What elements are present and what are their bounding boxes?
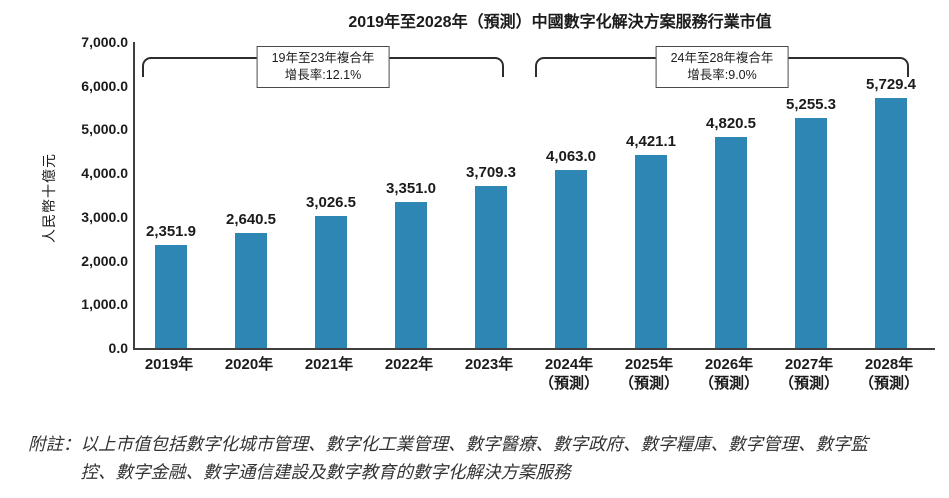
bar-group: 2,640.5 [226, 42, 276, 348]
bar-group: 5,255.3 [786, 42, 836, 348]
bar [795, 118, 827, 348]
x-tick-label: 2026年 （預測） [698, 356, 759, 392]
y-tick-label: 7,000.0 [81, 34, 128, 50]
footnote-line: 控、數字金融、數字通信建設及數字教育的數字化解決方案服務 [80, 462, 571, 483]
bar [635, 154, 667, 348]
x-tick-label: 2028年 （預測） [858, 356, 919, 392]
cagr-bracket-2019-2023: 19年至23年複合年 增長率:12.1% [142, 46, 504, 88]
bar [155, 245, 187, 348]
x-tick-label: 2023年 [464, 356, 514, 373]
bar [555, 170, 587, 348]
y-tick-label: 0.0 [108, 340, 128, 356]
cagr-label-2024-2028: 24年至28年複合年 增長率:9.0% [655, 46, 789, 88]
y-tick-label: 6,000.0 [81, 77, 128, 94]
x-tick-label: 2025年 （預測） [618, 356, 679, 392]
footnote: 附註： 以上市值包括數字化城市管理、數字化工業管理、數字醫療、數字政府、數字糧庫… [28, 430, 933, 487]
x-tick-label: 2019年 [144, 356, 194, 373]
cagr-label-line1: 19年至23年複合年 [271, 51, 375, 65]
bar-value-label: 2,640.5 [225, 210, 277, 228]
x-tick-label: 2022年 [384, 356, 434, 373]
bar-group: 3,026.5 [306, 42, 356, 348]
x-tick-label: 2020年 [224, 356, 274, 373]
bar-value-label: 4,421.1 [625, 132, 677, 150]
bar-group: 4,421.1 [626, 42, 676, 348]
bar-group: 4,063.0 [546, 42, 596, 348]
bar-value-label: 4,063.0 [545, 148, 597, 166]
footnote-line: 以上市值包括數字化城市管理、數字化工業管理、數字醫療、數字政府、數字糧庫、數字管… [80, 434, 869, 454]
y-tick-label: 5,000.0 [81, 121, 128, 138]
cagr-label-2019-2023: 19年至23年複合年 增長率:12.1% [256, 46, 390, 88]
cagr-label-line1: 24年至28年複合年 [670, 51, 774, 65]
bar-group: 2,351.9 [146, 42, 196, 348]
x-axis-labels: 2019年 2020年 2021年 2022年 2023年 2024年 （預測） 2025年（… [133, 356, 933, 396]
bar-value-label: 2,351.9 [145, 223, 197, 241]
bar-group: 3,351.0 [386, 42, 436, 348]
chart-title: 2019年至2028年（預測）中國數字化解決方案服務行業市值 [348, 14, 772, 31]
cagr-label-line2: 增長率:12.1% [284, 67, 362, 82]
x-tick-label: 2027年 （預測） [778, 356, 839, 392]
bar-value-label: 3,709.3 [465, 163, 517, 181]
bar [475, 185, 507, 348]
bar [875, 97, 907, 348]
y-tick-label: 3,000.0 [81, 208, 128, 225]
x-tick-label: 2024年 （預測） [538, 356, 599, 392]
bar [395, 201, 427, 348]
cagr-label-line2: 增長率:9.0% [687, 67, 757, 82]
bar [715, 137, 747, 348]
bar-value-label: 3,026.5 [305, 193, 357, 211]
x-tick-label: 2021年 [304, 356, 354, 373]
bar-group: 4,820.5 [706, 42, 756, 348]
bar-value-label: 3,351.0 [385, 179, 437, 197]
footnote-prefix: 附註： [28, 434, 81, 454]
y-axis-tick-labels: 7,000.0 6,000.0 5,000.0 4,000.0 3,000.0 2,000… [40, 34, 128, 356]
y-tick-label: 4,000.0 [81, 165, 128, 182]
y-tick-label: 1,000.0 [81, 296, 128, 313]
footnote-text: 以上市值包括數字化城市管理、數字化工業管理、數字醫療、數字政府、數字糧庫、數字管… [81, 430, 934, 487]
bar-group: 3,709.3 [466, 42, 516, 348]
bar [315, 215, 347, 348]
plot-area: 2,351.9 2,640.5 3,026.5 3,351.0 3,709.3 4,063… [133, 42, 935, 350]
bar-group: 5,729.4 [866, 42, 916, 348]
cagr-bracket-2024-2028: 24年至28年複合年 增長率:9.0% [535, 46, 909, 88]
bar-value-label: 5,255.3 [785, 96, 837, 114]
bar [235, 232, 267, 348]
y-tick-label: 2,000.0 [81, 252, 128, 269]
bar-value-label: 4,820.5 [705, 115, 757, 133]
bar-value-label: 5,729.4 [865, 75, 917, 93]
